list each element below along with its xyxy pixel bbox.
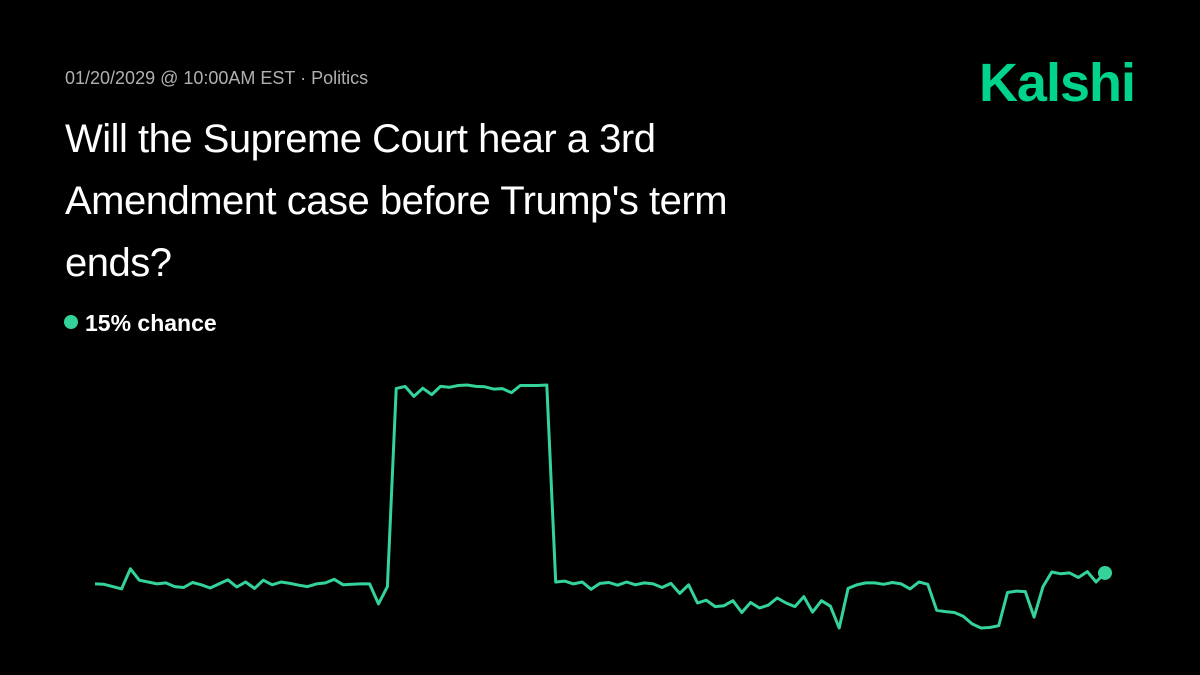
price-line: [94, 383, 1107, 630]
last-point: [1098, 565, 1112, 580]
meta: 01/20/2029 @ 10:00AM EST · Politics: [65, 68, 369, 88]
brand-logo: Kalshi: [978, 53, 1136, 113]
legend-dot: [64, 315, 78, 329]
current-chance: 15% chance: [85, 310, 217, 336]
title: Will the Supreme Court hear a 3rd Amendm…: [65, 117, 728, 285]
